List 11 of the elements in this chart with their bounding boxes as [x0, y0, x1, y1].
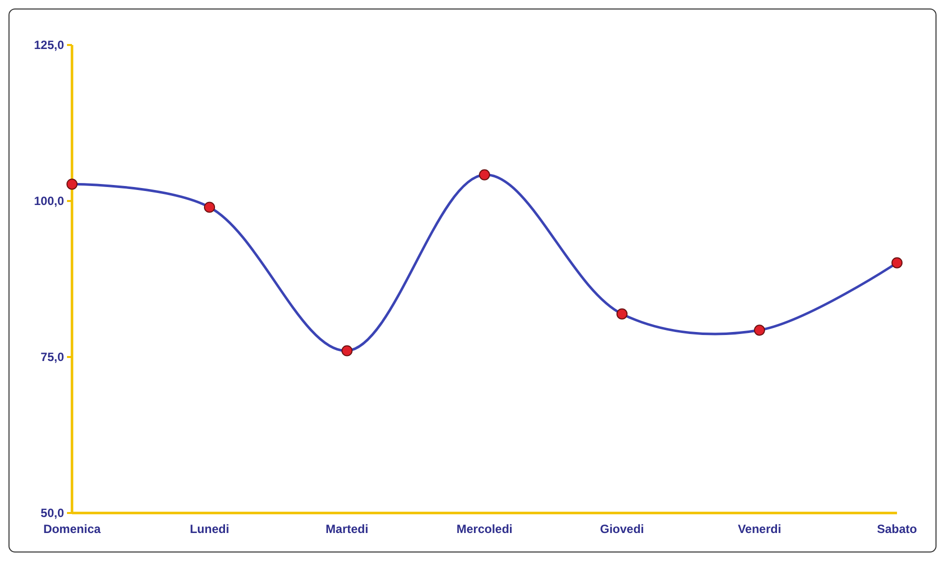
y-tick-label: 100,0: [34, 194, 64, 208]
x-tick-label: Mercoledi: [456, 522, 513, 536]
y-tick-label: 50,0: [40, 506, 64, 520]
x-tick-label: Domenica: [43, 522, 101, 536]
x-tick-label: Lunedi: [190, 522, 230, 536]
x-tick-label: Sabato: [876, 522, 918, 536]
x-tick-label: Venerdi: [738, 522, 782, 536]
y-tick-label: 125,0: [34, 38, 64, 52]
x-tick-label: Giovedi: [600, 522, 644, 536]
y-tick-label: 75,0: [40, 350, 64, 364]
x-tick-label: Martedi: [326, 522, 368, 536]
